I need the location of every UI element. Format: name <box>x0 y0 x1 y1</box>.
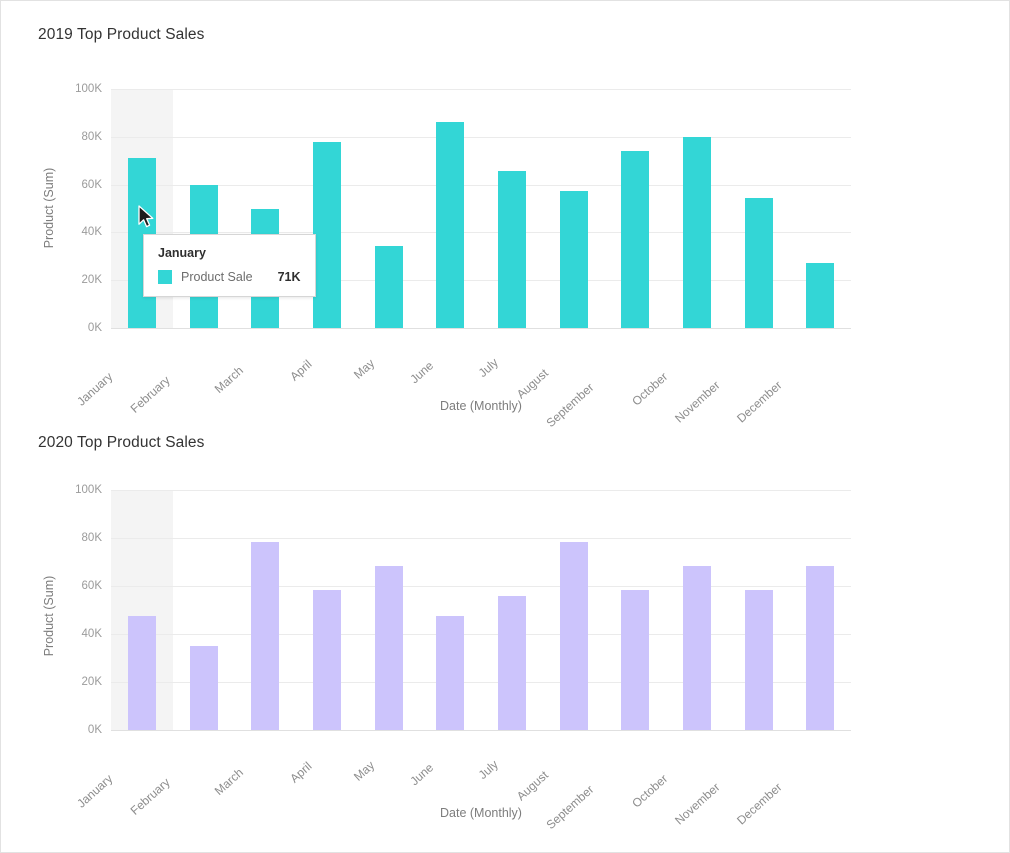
bar-march[interactable] <box>251 541 280 730</box>
bar-july[interactable] <box>497 595 526 730</box>
x-axis-tick-label: March <box>211 765 246 799</box>
y-axis-tick-label: 80K <box>81 130 102 143</box>
bar-july[interactable] <box>497 171 526 328</box>
x-axis-title-2020: Date (Monthly) <box>440 806 522 820</box>
gridline <box>111 89 851 90</box>
y-axis-title-2019: Product (Sum) <box>42 167 56 249</box>
y-axis-tick-label: 0K <box>87 724 102 736</box>
x-axis-tick-label: April <box>287 759 315 786</box>
y-axis-tick-label: 0K <box>87 322 102 334</box>
bar-august[interactable] <box>559 541 588 730</box>
x-axis-tick-label: March <box>211 363 246 397</box>
gridline <box>111 136 851 138</box>
bar-december[interactable] <box>806 565 835 730</box>
x-axis-tick-label: August <box>513 365 552 402</box>
bar-april[interactable] <box>312 589 341 730</box>
gridline <box>111 184 851 186</box>
x-axis-tick-label: June <box>407 760 437 789</box>
gridline <box>111 586 851 587</box>
tooltip-title: January <box>158 246 206 260</box>
x-axis-tick-label: December <box>733 780 785 828</box>
y-axis-tick-label: 80K <box>81 532 102 544</box>
y-axis-tick-label: 100K <box>75 484 102 496</box>
x-axis-tick-label: May <box>350 356 378 382</box>
x-axis-tick-label: July <box>476 355 502 380</box>
gridline <box>111 328 851 329</box>
bar-september[interactable] <box>621 151 650 328</box>
bar-november[interactable] <box>744 197 773 328</box>
y-axis-tick-label: 60K <box>81 580 102 592</box>
x-axis-tick-label: July <box>476 757 502 782</box>
gridline <box>111 538 851 539</box>
plot-area-2020[interactable]: 0K 20K 40K 60K 80K 100K January February March Ap… <box>74 484 851 832</box>
y-axis-tick-label: 60K <box>81 178 102 191</box>
bar-december[interactable] <box>806 263 835 328</box>
gridline <box>111 730 851 731</box>
gridline <box>111 490 851 491</box>
bar-april[interactable] <box>312 141 341 328</box>
tooltip-series-label: Product Sale <box>181 270 253 284</box>
chart-panel-2020: 2020 Top Product Sales 0K 20K 40K 60K 80K 100… <box>1 409 1009 852</box>
tooltip-2019: January Product Sale 71K <box>143 234 316 297</box>
y-axis-title-2020: Product (Sum) <box>42 575 56 657</box>
bar-october[interactable] <box>682 565 711 730</box>
tooltip-value: 71K <box>277 270 301 284</box>
bar-may[interactable] <box>374 565 403 730</box>
x-axis-tick-label: January <box>74 369 116 409</box>
x-axis-tick-label: January <box>74 771 116 811</box>
y-axis-tick-label: 40K <box>81 226 102 239</box>
x-axis-tick-label: August <box>513 767 552 804</box>
bar-june[interactable] <box>436 616 465 730</box>
gridline <box>111 232 851 234</box>
bar-may[interactable] <box>374 245 403 328</box>
x-axis-tick-label: November <box>672 780 723 828</box>
x-axis-tick-label: April <box>287 357 315 384</box>
chart-panel-2019: 2019 Top Product Sales 0K 20K 40K 60K 80K 100… <box>1 1 1009 430</box>
bar-january[interactable] <box>127 616 156 730</box>
x-axis-tick-label: June <box>407 358 437 387</box>
y-axis-tick-label: 20K <box>81 676 102 688</box>
chart-title-2019: 2019 Top Product Sales <box>38 26 205 43</box>
gridline <box>111 634 851 635</box>
gridline <box>111 682 851 683</box>
y-axis-tick-label: 20K <box>81 274 102 287</box>
gridline <box>111 280 851 282</box>
plot-area-2019[interactable]: 0K 20K 40K 60K 80K 100K January February March Ap… <box>74 83 851 430</box>
tooltip-color-swatch <box>158 270 172 284</box>
y-axis-tick-label: 40K <box>81 628 102 640</box>
bar-august[interactable] <box>559 190 588 328</box>
bar-november[interactable] <box>744 589 773 730</box>
chart-title-2020: 2020 Top Product Sales <box>38 434 205 451</box>
bar-february[interactable] <box>189 646 218 730</box>
x-axis-tick-label: October <box>629 771 671 811</box>
bar-september[interactable] <box>621 589 650 730</box>
y-axis-tick-label: 100K <box>75 83 102 95</box>
bar-june[interactable] <box>436 122 465 328</box>
x-axis-title-2019: Date (Monthly) <box>440 399 522 413</box>
tooltip-row: Product Sale 71K <box>158 270 301 284</box>
x-axis-tick-label: May <box>350 758 378 784</box>
bar-october[interactable] <box>682 136 711 328</box>
